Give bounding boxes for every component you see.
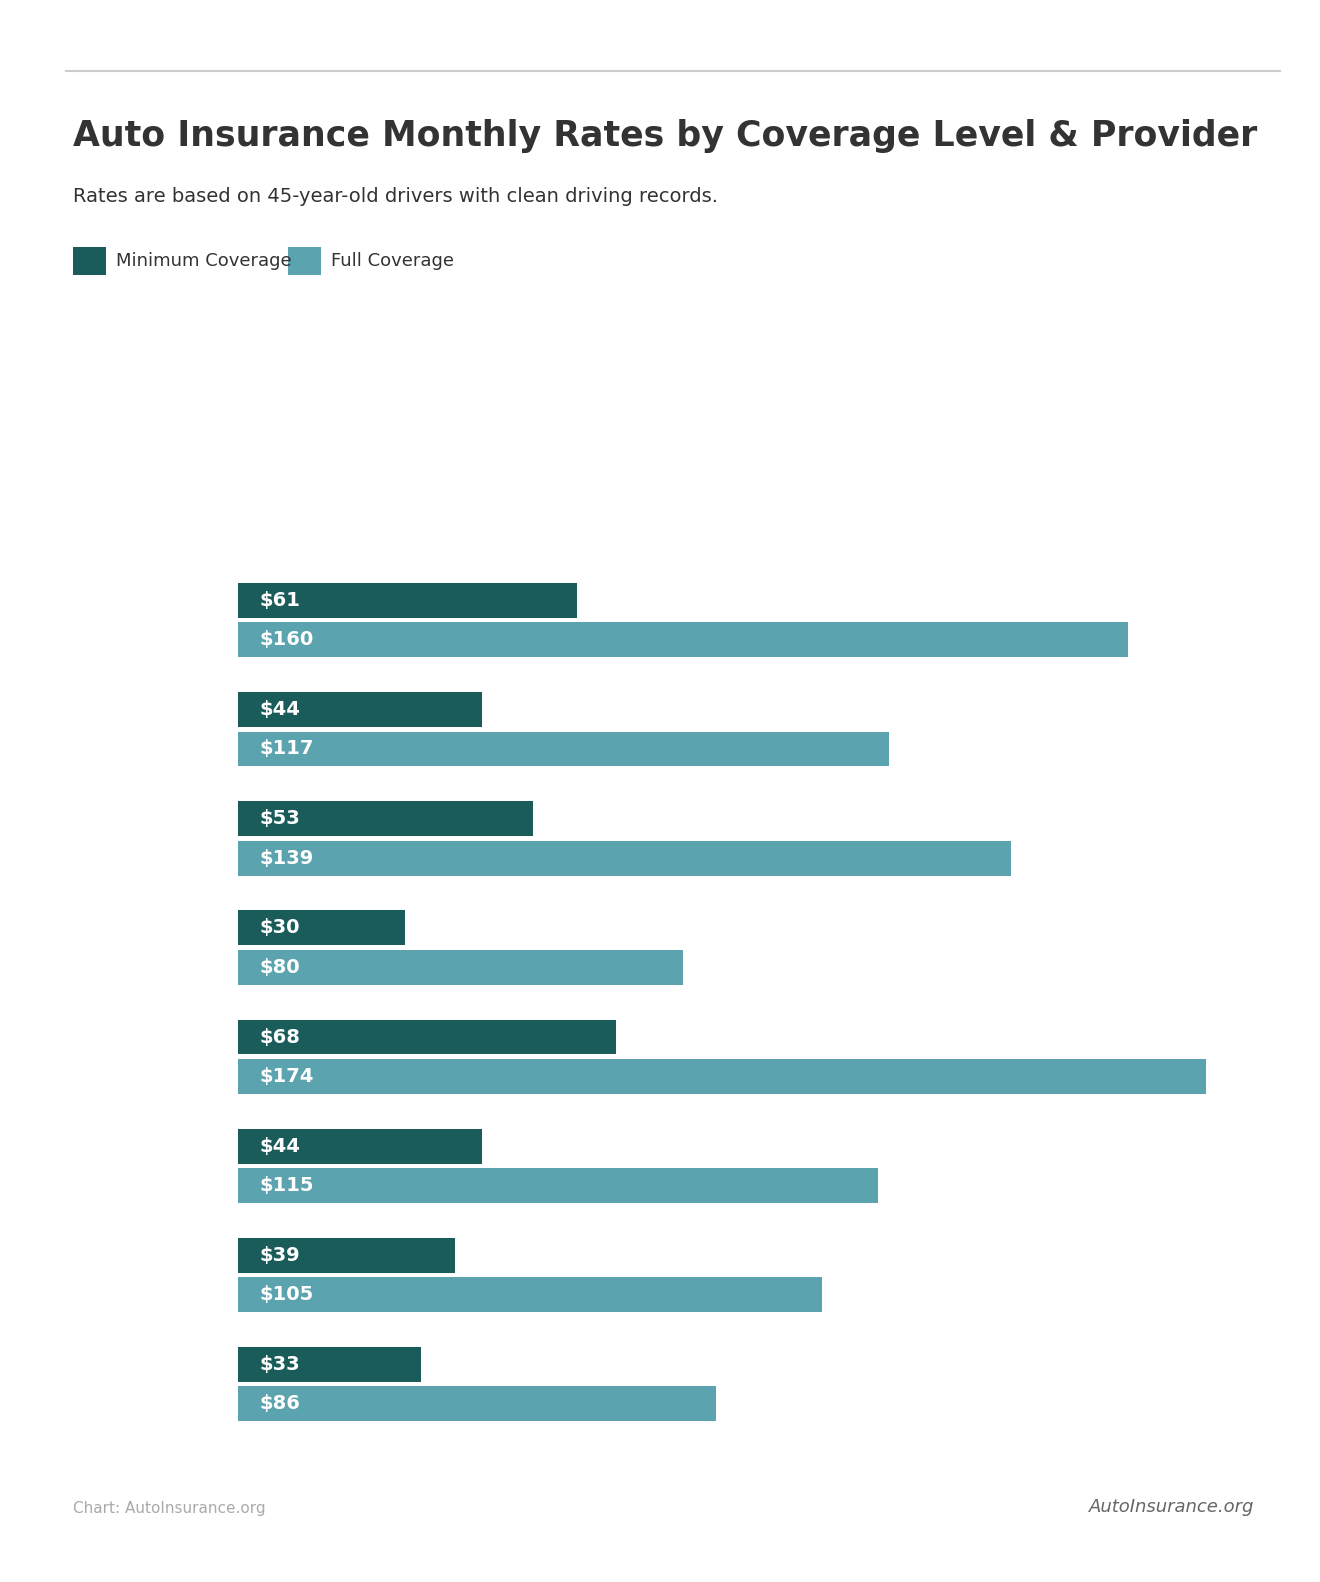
Text: AutoInsurance.org: AutoInsurance.org [1089, 1498, 1254, 1516]
Text: Chart: AutoInsurance.org: Chart: AutoInsurance.org [73, 1501, 265, 1516]
Bar [238, 949, 682, 984]
Bar [238, 622, 1129, 658]
Bar [238, 1277, 822, 1311]
Text: $86: $86 [260, 1394, 301, 1413]
Bar [238, 584, 577, 619]
Text: $53: $53 [260, 810, 301, 829]
Bar [238, 1237, 454, 1272]
Bar [238, 731, 888, 766]
Text: $160: $160 [260, 630, 314, 649]
Text: $80: $80 [260, 957, 301, 976]
Text: $44: $44 [260, 701, 301, 720]
Bar [238, 1386, 717, 1421]
Bar [238, 1168, 878, 1202]
Bar [238, 1058, 1206, 1093]
Bar [238, 1346, 421, 1381]
Bar [238, 1019, 616, 1055]
Bar [238, 911, 404, 946]
Text: $30: $30 [260, 919, 301, 938]
Text: Auto Insurance Monthly Rates by Coverage Level & Provider: Auto Insurance Monthly Rates by Coverage… [73, 119, 1257, 152]
Text: $139: $139 [260, 848, 314, 867]
Text: $61: $61 [260, 592, 301, 611]
Text: Rates are based on 45-year-old drivers with clean driving records.: Rates are based on 45-year-old drivers w… [73, 187, 718, 206]
Bar [238, 1128, 483, 1164]
Bar [238, 802, 532, 837]
Text: $117: $117 [260, 739, 314, 758]
Text: $105: $105 [260, 1285, 314, 1304]
Text: $115: $115 [260, 1175, 314, 1194]
Text: $68: $68 [260, 1028, 301, 1047]
Text: $33: $33 [260, 1354, 301, 1373]
Bar [238, 693, 483, 728]
Text: $174: $174 [260, 1066, 314, 1085]
Text: Full Coverage: Full Coverage [331, 252, 454, 271]
Text: $39: $39 [260, 1245, 301, 1264]
Text: Minimum Coverage: Minimum Coverage [116, 252, 292, 271]
Text: $44: $44 [260, 1136, 301, 1155]
Bar [238, 840, 1011, 875]
